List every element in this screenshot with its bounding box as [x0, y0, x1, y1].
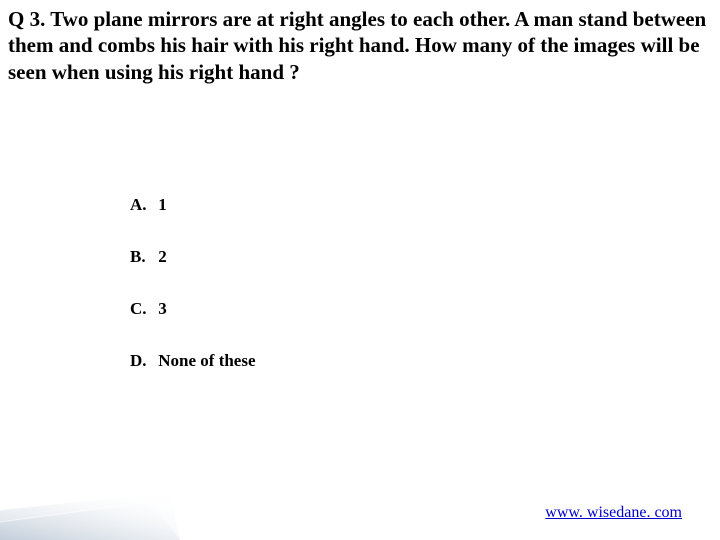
option-text: 1: [158, 195, 167, 214]
option-label: C.: [130, 299, 154, 319]
option-d[interactable]: D. None of these: [130, 351, 256, 371]
option-a[interactable]: A. 1: [130, 195, 256, 215]
option-label: B.: [130, 247, 154, 267]
option-b[interactable]: B. 2: [130, 247, 256, 267]
option-text: 2: [158, 247, 167, 266]
question-text: Q 3. Two plane mirrors are at right angl…: [8, 6, 720, 85]
options-list: A. 1 B. 2 C. 3 D. None of these: [130, 195, 256, 403]
option-text: 3: [158, 299, 167, 318]
option-c[interactable]: C. 3: [130, 299, 256, 319]
option-text: None of these: [158, 351, 255, 370]
corner-accent-graphic: [0, 490, 180, 540]
option-label: D.: [130, 351, 154, 371]
footer-url-link[interactable]: www. wisedane. com: [545, 504, 682, 522]
option-label: A.: [130, 195, 154, 215]
